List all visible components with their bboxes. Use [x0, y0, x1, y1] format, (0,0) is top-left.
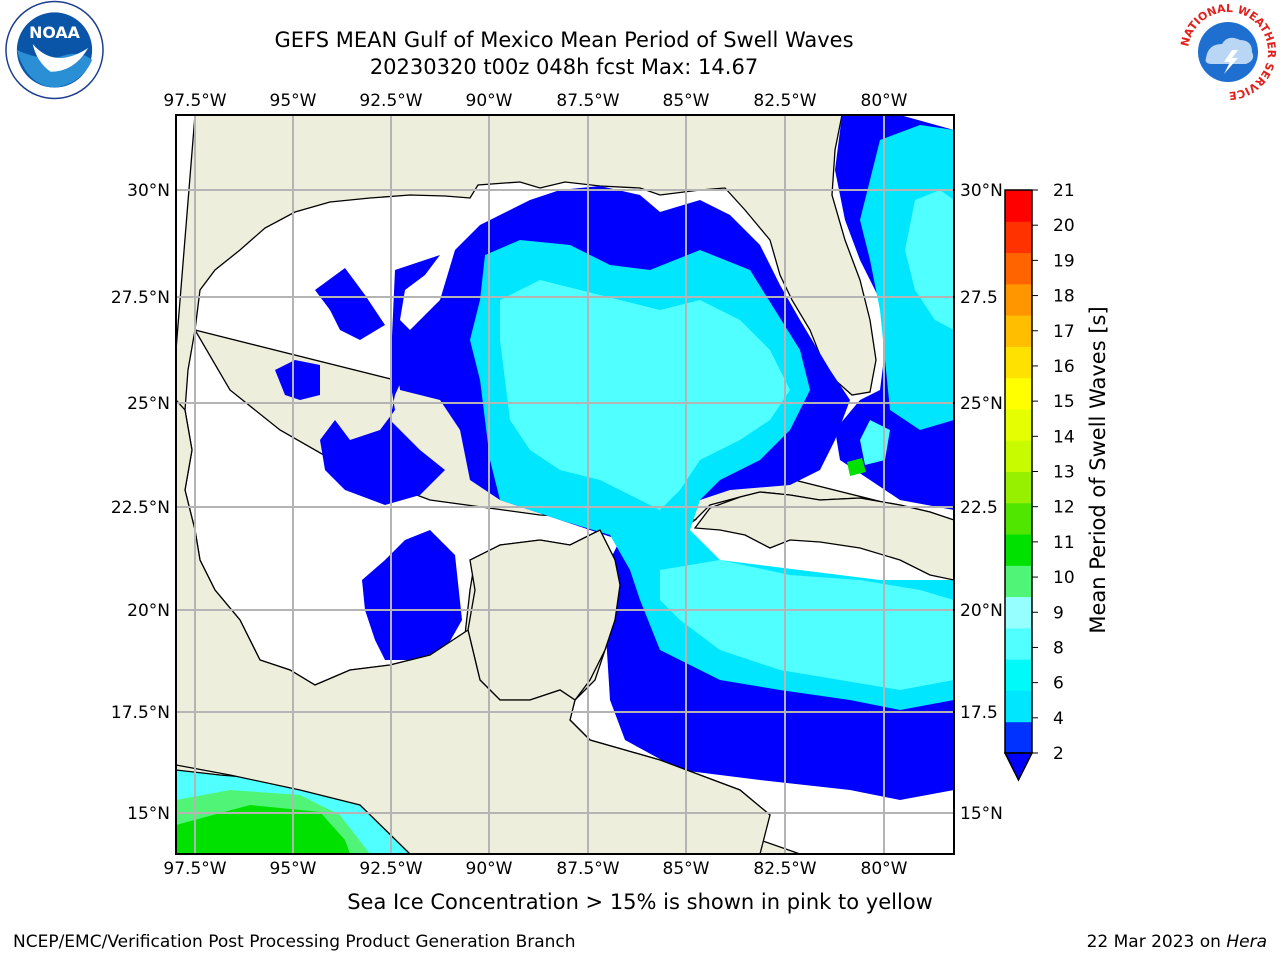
lon-label: 80°W	[861, 91, 908, 111]
lat-label: 22.5	[960, 498, 998, 518]
colorbar-tick-label: 2	[1053, 744, 1064, 764]
colorbar: 21 20 19 18 17 16 15 14 13 12 11 10 9 8 6 4 2	[1003, 181, 1075, 782]
atlantic-swell-light	[860, 190, 954, 465]
colorbar-tick-label: 18	[1053, 287, 1075, 307]
lat-label: 27.5	[960, 288, 998, 308]
colorbar-swatch	[1005, 627, 1032, 660]
lat-label: 25°N	[960, 394, 1003, 414]
lon-label: 82.5°W	[753, 91, 816, 111]
pacific-swell-bright-green	[176, 805, 350, 854]
colorbar-tick-label: 19	[1053, 251, 1075, 271]
colorbar-swatch	[1005, 659, 1032, 691]
map-frame	[175, 114, 955, 855]
lat-label: 30°N	[960, 181, 1003, 201]
lon-label: 87.5°W	[556, 91, 619, 111]
swell-patch-west-1	[315, 268, 385, 340]
lon-label: 87.5°W	[556, 859, 619, 879]
sea-ice-note: Sea Ice Concentration > 15% is shown in …	[347, 890, 933, 914]
graticule	[176, 115, 954, 854]
lon-label: 92.5°W	[359, 859, 422, 879]
lat-label: 20°N	[960, 601, 1003, 621]
lon-label: 97.5°W	[163, 859, 226, 879]
colorbar-swatch	[1005, 190, 1032, 222]
lat-label: 30°N	[127, 181, 170, 201]
lon-label: 95°W	[270, 91, 317, 111]
lat-label: 17.5	[960, 703, 998, 723]
colorbar-tick-label: 16	[1053, 357, 1075, 377]
colorbar-tick-label: 11	[1053, 533, 1075, 553]
colorbar-swatch	[1005, 315, 1032, 347]
colorbar-swatch	[1005, 565, 1032, 598]
colorbar-swatch	[1005, 690, 1032, 723]
lon-label: 85°W	[663, 91, 710, 111]
lon-label: 85°W	[663, 859, 710, 879]
colorbar-tick-label: 12	[1053, 498, 1075, 518]
swell-field-light-cyan	[500, 280, 954, 690]
nws-logo: NATIONAL WEATHER SERVICE	[1178, 2, 1278, 102]
map-subtitle: 20230320 t00z 048h fcst Max: 14.67	[369, 55, 759, 79]
swell-patch-west-4	[362, 530, 462, 660]
colorbar-tick-label: 8	[1053, 638, 1064, 658]
colorbar-swatch	[1005, 440, 1032, 472]
colorbar-tick-label: 17	[1053, 322, 1075, 342]
colorbar-swatch	[1005, 346, 1032, 379]
lat-label: 20°N	[127, 601, 170, 621]
lon-label: 82.5°W	[753, 859, 816, 879]
credit-host: Hera	[1226, 932, 1267, 952]
colorbar-tick-label: 13	[1053, 463, 1075, 483]
colorbar-swatch	[1005, 471, 1032, 504]
credit-date-host: 22 Mar 2023 on Hera	[1087, 932, 1267, 952]
cuba-land	[693, 491, 954, 581]
colorbar-tick-label: 10	[1053, 568, 1075, 588]
swell-patch-west-2	[275, 360, 320, 400]
colorbar-tick-label: 9	[1053, 603, 1064, 623]
lat-label: 15°N	[127, 804, 170, 824]
lat-labels-left: 30°N 27.5°N 25°N 22.5°N 20°N 17.5°N 15°N	[111, 181, 170, 824]
lat-label: 22.5°N	[111, 498, 170, 518]
noaa-logo-text: NOAA	[29, 23, 81, 42]
atlantic-swell-green	[847, 458, 866, 476]
swell-patch-west-3	[320, 255, 445, 505]
colorbar-swatch	[1005, 252, 1032, 285]
colorbar-swatch	[1005, 408, 1032, 441]
colorbar-tick-label: 21	[1053, 181, 1075, 201]
credit-branch: NCEP/EMC/Verification Post Processing Pr…	[13, 932, 576, 952]
colorbar-tick-label: 20	[1053, 216, 1075, 236]
colorbar-label: Mean Period of Swell Waves [s]	[1086, 306, 1110, 634]
lon-label: 97.5°W	[163, 91, 226, 111]
lon-labels-bottom: 97.5°W 95°W 92.5°W 90°W 87.5°W 85°W 82.5…	[163, 859, 907, 879]
lat-label: 15°N	[960, 804, 1003, 824]
lat-label: 25°N	[127, 394, 170, 414]
colorbar-swatch	[1005, 721, 1032, 754]
lon-label: 90°W	[466, 91, 513, 111]
colorbar-tick-label: 15	[1053, 392, 1075, 412]
lat-label: 17.5°N	[111, 703, 170, 723]
colorbar-swatch	[1005, 221, 1032, 254]
colorbar-swatch	[1005, 502, 1032, 535]
colorbar-tick-label: 6	[1053, 674, 1064, 694]
map-plot-area	[176, 115, 954, 854]
colorbar-swatch	[1005, 377, 1032, 410]
noaa-logo: NOAA	[5, 0, 104, 100]
lon-label: 80°W	[861, 859, 908, 879]
colorbar-swatch	[1005, 283, 1032, 316]
colorbar-tick-label: 4	[1053, 709, 1064, 729]
lat-labels-right: 30°N 27.5 25°N 22.5 20°N 17.5 15°N	[960, 181, 1003, 824]
lon-label: 92.5°W	[359, 91, 422, 111]
colorbar-swatch	[1005, 534, 1032, 566]
lon-label: 90°W	[466, 859, 513, 879]
lon-label: 95°W	[270, 859, 317, 879]
credit-date: 22 Mar 2023 on	[1086, 932, 1227, 952]
lon-labels-top: 97.5°W 95°W 92.5°W 90°W 87.5°W 85°W 82.5…	[163, 91, 907, 111]
colorbar-tick-label: 14	[1053, 427, 1075, 447]
colorbar-extend-arrow	[1003, 752, 1034, 782]
colorbar-swatch	[1005, 596, 1032, 629]
map-title: GEFS MEAN Gulf of Mexico Mean Period of …	[274, 28, 854, 52]
lat-label: 27.5°N	[111, 288, 170, 308]
